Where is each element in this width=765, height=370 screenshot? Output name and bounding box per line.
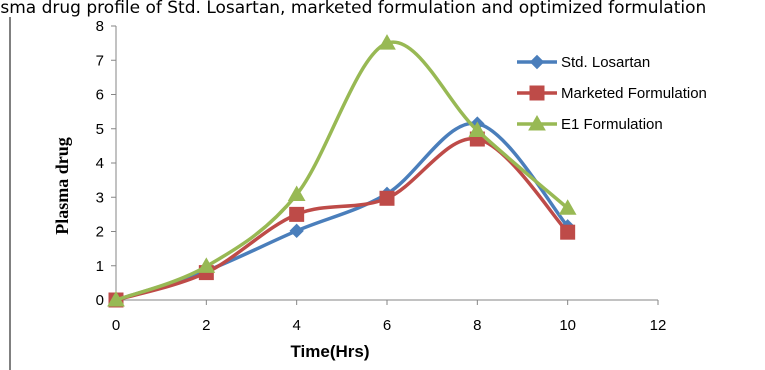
legend-label: Std. Losartan xyxy=(561,54,650,71)
y-tick-label: 1 xyxy=(96,258,104,275)
data-point xyxy=(558,199,577,215)
data-point xyxy=(378,34,396,50)
x-tick-label: 4 xyxy=(292,317,300,334)
legend-marker xyxy=(529,85,545,101)
data-point xyxy=(560,224,576,240)
y-tick-label: 0 xyxy=(96,292,104,309)
data-point xyxy=(287,185,306,202)
x-tick-label: 6 xyxy=(383,317,391,334)
data-point xyxy=(379,190,395,206)
y-tick-label: 5 xyxy=(96,121,104,138)
x-axis-title: Time(Hrs) xyxy=(290,342,369,361)
y-tick-label: 4 xyxy=(96,155,104,172)
y-tick-label: 3 xyxy=(96,189,104,206)
x-tick-label: 8 xyxy=(473,317,481,334)
legend: Std. Losartan Marketed Formulation E1 Form… xyxy=(517,54,707,133)
x-tick-label: 10 xyxy=(559,317,576,334)
y-tick-label: 2 xyxy=(96,224,104,241)
x-tick-labels: 0 2 4 6 8 10 12 xyxy=(112,317,667,334)
chart-title: Plasma drug profile of Std. Losartan, ma… xyxy=(0,0,706,18)
series-2 xyxy=(107,34,577,307)
y-tick-label: 6 xyxy=(96,87,104,104)
data-point xyxy=(289,223,304,239)
x-tick-label: 0 xyxy=(112,317,120,334)
data-point xyxy=(107,290,125,307)
y-tick-label: 7 xyxy=(96,52,104,69)
x-tick-label: 12 xyxy=(650,317,667,334)
legend-item: Std. Losartan xyxy=(517,54,650,71)
data-point xyxy=(197,257,216,273)
y-axis-title: Plasma drug xyxy=(52,137,72,235)
legend-item: Marketed Formulation xyxy=(517,85,707,102)
y-tick-label: 8 xyxy=(96,18,104,35)
data-point xyxy=(468,121,487,137)
x-tick-label: 2 xyxy=(202,317,210,334)
data-point xyxy=(289,206,305,222)
series-layer xyxy=(107,34,577,308)
legend-item: E1 Formulation xyxy=(517,114,663,133)
series-line xyxy=(114,40,570,302)
legend-marker xyxy=(528,114,546,131)
y-tick-labels: 0 1 2 3 4 5 6 7 8 xyxy=(96,18,104,309)
legend-marker xyxy=(529,54,545,70)
legend-label: E1 Formulation xyxy=(561,116,663,133)
legend-label: Marketed Formulation xyxy=(561,85,707,102)
